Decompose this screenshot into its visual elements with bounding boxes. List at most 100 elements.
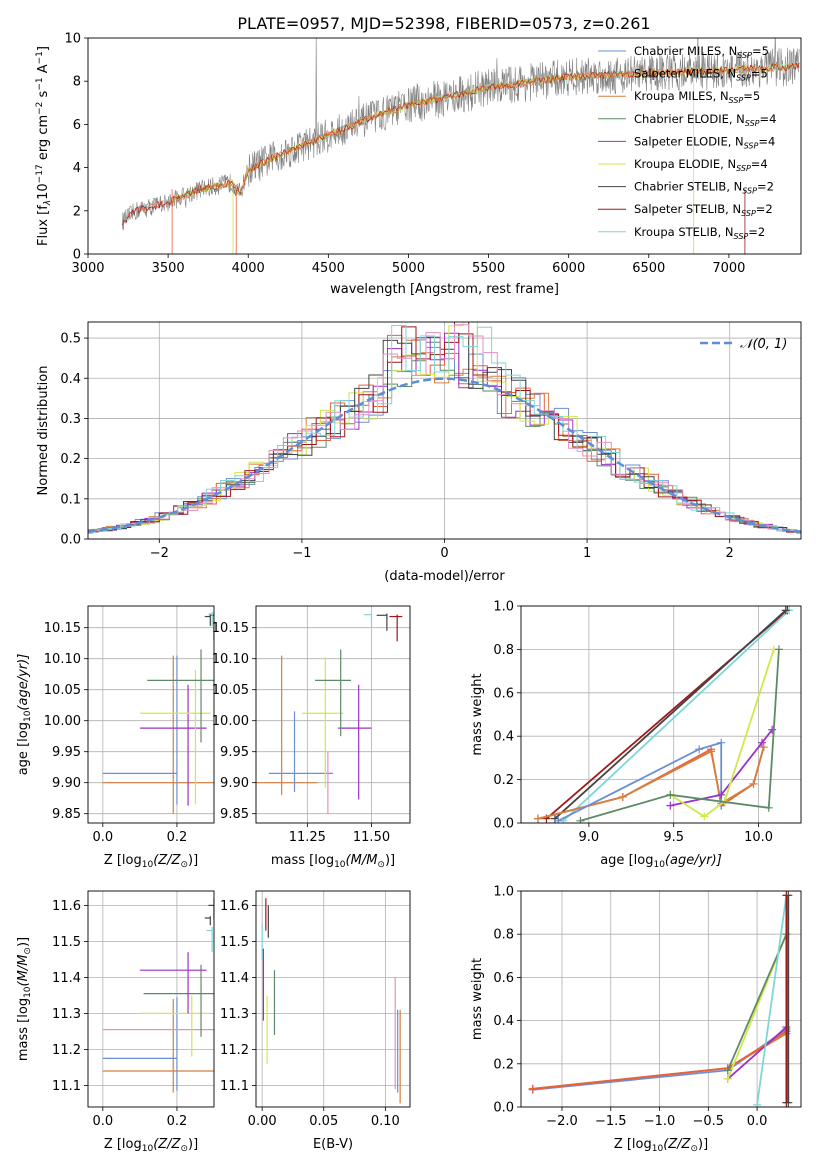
label-part: SSP	[742, 187, 757, 196]
x-axis-label: (data-model)/error	[384, 569, 505, 584]
label-part: A	[36, 64, 51, 77]
plot-area	[102, 611, 214, 814]
plot-area	[122, 38, 800, 254]
x-axis-label: Z [log10(Z/Z⊙)]	[104, 853, 198, 870]
y-axis-label: Flux [fλ10−17 erg cm−2 s−1 A−1]	[35, 46, 53, 246]
weight-line	[557, 741, 723, 822]
y-tick-label: 10.00	[44, 714, 81, 729]
x-tick-label: −1.0	[644, 1114, 676, 1129]
x-tick-label: 9.5	[663, 830, 684, 845]
age-vs-mass-panel: 11.25 11.50 9.85 9.90 9.95 10.00 10.05 10.10 10.…	[212, 605, 411, 870]
y-tick-label: 0.2	[60, 452, 81, 467]
label-part: 10	[142, 860, 154, 870]
normal-curve	[88, 377, 801, 534]
mass-vs-ebv-panel: 0.00 0.05 0.10 11.1 11.2 11.3 11.4 11.5 11.6 E(B-…	[220, 890, 411, 1152]
y-tick-label: 0.8	[493, 643, 514, 658]
weight-point	[576, 816, 585, 823]
y-axis-label: mass weight	[470, 673, 485, 755]
weight-point	[717, 738, 726, 747]
label-part: =5	[743, 89, 760, 103]
x-tick-label: −2	[150, 546, 169, 561]
mass-weight-vs-Z-panel: −2.0 −1.5 −1.0 −0.5 0.0 0.0 0.2 0.4 0.6 0.8 1.0 Z […	[470, 885, 802, 1154]
label-part: SSP	[737, 51, 752, 60]
label-part: ⊙	[690, 1144, 698, 1154]
y-tick-label: 11.3	[220, 1007, 249, 1022]
y-tick-label: 0.8	[493, 928, 514, 943]
legend-entry: Chabrier ELODIE, NSSP=4	[634, 112, 776, 128]
weight-point	[781, 606, 790, 615]
y-tick-label: 11.4	[220, 971, 249, 986]
label-part: 10	[652, 1144, 664, 1154]
y-tick-label: 11.1	[220, 1079, 249, 1094]
x-axis-label: E(B-V)	[313, 1137, 353, 1152]
x-tick-label: 0.0	[92, 830, 113, 845]
histogram-step	[88, 322, 801, 534]
x-axis-label: wavelength [Angstrom, rest frame]	[330, 282, 559, 297]
label-part: Kroupa STELIB, N	[634, 225, 734, 239]
y-tick-label: 11.1	[52, 1079, 81, 1094]
x-axis-label: Z [log10(Z/Z⊙)]	[614, 1137, 708, 1154]
legend-entry: Salpeter ELODIE, NSSP=4	[634, 134, 775, 150]
weight-point	[757, 738, 766, 747]
label-part: −2	[35, 102, 45, 115]
y-tick-label: 10.15	[44, 621, 81, 636]
x-tick-label: 1	[583, 546, 591, 561]
weight-line	[580, 649, 780, 822]
y-tick-label: 2	[73, 204, 81, 219]
axes-frame	[87, 37, 802, 255]
weight-point	[717, 790, 726, 799]
label-part: age [log	[600, 853, 653, 868]
label-part: (Z/Z	[153, 1137, 181, 1152]
y-tick-label: 1.0	[493, 885, 514, 900]
y-tick-label: 9.90	[220, 776, 249, 791]
weight-point	[784, 1098, 793, 1107]
y-tick-label: 10.00	[212, 714, 249, 729]
y-tick-label: 10.10	[212, 652, 249, 667]
x-tick-label: 11.25	[289, 830, 326, 845]
label-part: =5	[752, 44, 769, 58]
y-tick-label: 11.4	[52, 971, 81, 986]
x-tick-label: −1.5	[595, 1114, 627, 1129]
weight-point	[533, 814, 542, 823]
y-tick-label: 0.0	[60, 533, 81, 548]
spectrum-panel: 3000 3500 4000 4500 5000 5500 6000 6500 7000 0 2 4 6…	[35, 32, 802, 297]
weight-line	[537, 746, 765, 820]
label-part: (Z/Z	[663, 1137, 691, 1152]
label-part: =2	[748, 225, 765, 239]
weight-point	[707, 747, 716, 756]
x-tick-label: 0.05	[309, 1114, 338, 1129]
label-part: (age/yr)]	[665, 853, 722, 868]
label-part: s	[36, 90, 51, 101]
x-tick-label: 4500	[312, 261, 345, 276]
legend-entry: 𝒩(0, 1)	[740, 337, 787, 352]
y-tick-label: 0.6	[493, 971, 514, 986]
label-part: =4	[758, 134, 775, 148]
histogram-step	[88, 324, 801, 533]
y-axis-label: mass weight	[470, 958, 485, 1040]
axes-frame	[87, 321, 802, 540]
y-axis-label: mass [log10(M/M⊙)]	[16, 937, 33, 1061]
histogram-step	[88, 326, 801, 535]
axes-frame	[520, 605, 802, 824]
label-part: Chabrier STELIB, N	[634, 180, 742, 194]
x-tick-label: 3000	[71, 261, 104, 276]
label-part: SSP	[741, 209, 756, 218]
label-part: Salpeter MILES, N	[634, 67, 736, 81]
legend-entry: Salpeter STELIB, NSSP=2	[634, 202, 773, 218]
weight-point	[759, 743, 768, 752]
label-part: =4	[751, 157, 768, 171]
label-part: 10	[142, 1144, 154, 1154]
y-tick-label: 11.5	[52, 935, 81, 950]
plot-area	[88, 322, 801, 535]
y-tick-label: 9.90	[52, 776, 81, 791]
label-part: λ	[43, 200, 53, 206]
y-tick-label: 10	[64, 32, 81, 47]
y-tick-label: 0.1	[60, 492, 81, 507]
y-tick-label: 0	[73, 248, 81, 263]
label-part: ⊙	[180, 1144, 188, 1154]
weight-point	[723, 1066, 732, 1075]
weight-point	[700, 812, 709, 821]
label-part: =2	[757, 180, 774, 194]
label-part: −17	[35, 164, 45, 183]
